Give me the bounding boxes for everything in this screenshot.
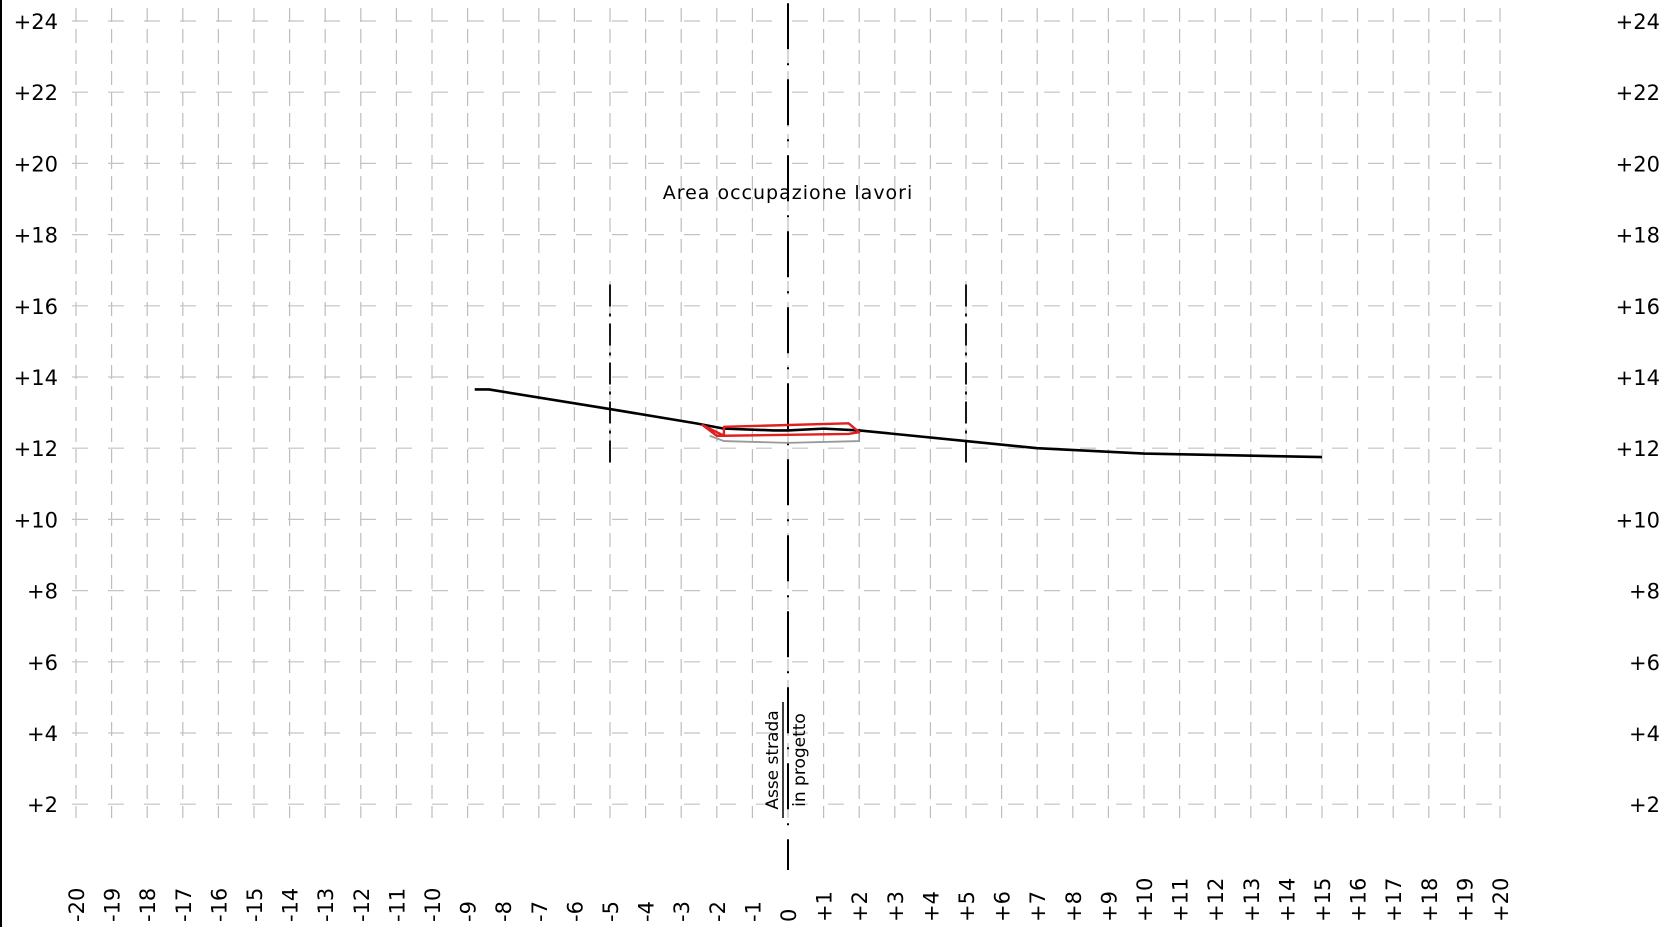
distance-label: +13 — [1240, 878, 1264, 922]
work-area-caption: Area occupazione lavori — [663, 182, 914, 204]
elevation-label: +2 — [27, 793, 58, 817]
distance-label: +3 — [884, 891, 908, 922]
elevation-label: +22 — [1616, 81, 1660, 105]
elevation-label: +10 — [1616, 508, 1660, 532]
distance-label: -16 — [207, 888, 231, 922]
distance-label: -1 — [741, 901, 765, 922]
elevation-label: +16 — [14, 295, 58, 319]
distance-label: -10 — [421, 888, 445, 922]
distance-label: -18 — [136, 888, 160, 922]
distance-label: +5 — [955, 891, 979, 922]
elevation-label: +18 — [1616, 224, 1660, 248]
distance-label: +17 — [1382, 878, 1406, 922]
distance-label: +18 — [1418, 878, 1442, 922]
distance-label: +20 — [1489, 878, 1513, 922]
distance-label: -20 — [65, 888, 89, 922]
distance-label: -8 — [492, 901, 516, 922]
distance-label: -12 — [350, 888, 374, 922]
distance-label: -9 — [457, 901, 481, 922]
distance-label: +16 — [1347, 878, 1371, 922]
distance-label: -17 — [172, 888, 196, 922]
distance-label: -19 — [101, 888, 125, 922]
elevation-label: +8 — [27, 580, 58, 604]
distance-label: -11 — [385, 888, 409, 922]
elevation-label: +18 — [14, 224, 58, 248]
terrain-profile-line — [474, 388, 1323, 459]
distance-label: -14 — [279, 888, 303, 922]
distance-label: -13 — [314, 888, 338, 922]
elevation-label: +6 — [1629, 651, 1660, 675]
distance-label: +4 — [919, 891, 943, 922]
distance-labels: -20 -19 -18 -17 -16 -15 -14 -13 -12 -11 -10 -9 -8 -7-… — [65, 878, 1513, 922]
distance-label: -15 — [243, 888, 267, 922]
road-axis-caption-line2: in progetto — [790, 713, 810, 807]
distance-label: +10 — [1133, 878, 1157, 922]
elevation-label: +12 — [14, 437, 58, 461]
elevation-label: +6 — [27, 651, 58, 675]
elevation-label: +16 — [1616, 295, 1660, 319]
elevation-label: +2 — [1629, 793, 1660, 817]
road-axis-caption-line1: Asse strada — [763, 710, 783, 809]
elevation-label: +4 — [27, 722, 58, 746]
distance-label: +2 — [848, 891, 872, 922]
distance-label: +9 — [1097, 891, 1121, 922]
distance-label: -7 — [528, 901, 552, 922]
elevation-label: +14 — [1616, 366, 1660, 390]
distance-label: +8 — [1062, 891, 1086, 922]
distance-label: -2 — [706, 901, 730, 922]
elevation-label: +14 — [14, 366, 58, 390]
distance-label: +15 — [1311, 878, 1335, 922]
elevation-label: +24 — [1616, 10, 1660, 34]
project-section-outline — [701, 422, 861, 437]
distance-label: +12 — [1204, 878, 1228, 922]
elevation-labels-right: +2 +4 +6 +8 +10 +12 +14 +16 +18 +20 +22 +24 — [1616, 10, 1660, 817]
distance-label: +6 — [991, 891, 1015, 922]
distance-label: +14 — [1275, 878, 1299, 922]
elevation-label: +20 — [1616, 152, 1660, 176]
distance-label: +1 — [813, 891, 837, 922]
elevation-label: +8 — [1629, 580, 1660, 604]
distance-label: -4 — [635, 901, 659, 922]
distance-label: +7 — [1026, 891, 1050, 922]
elevation-label: +22 — [14, 81, 58, 105]
elevation-label: +12 — [1616, 437, 1660, 461]
distance-label: +11 — [1169, 878, 1193, 922]
elevation-label: +10 — [14, 508, 58, 532]
elevation-label: +4 — [1629, 722, 1660, 746]
distance-label: -6 — [563, 901, 587, 922]
elevation-label: +20 — [14, 152, 58, 176]
grid — [0, 0, 1512, 927]
distance-label: -3 — [670, 901, 694, 922]
road-axis-caption: Asse strada in progetto — [763, 702, 810, 818]
distance-label: -5 — [599, 901, 623, 922]
elevation-labels-left: +2 +4 +6 +8 +10 +12 +14 +16 +18 +20 +22 +24 — [14, 10, 58, 817]
distance-label: 0 — [777, 909, 801, 922]
elevation-label: +24 — [14, 10, 58, 34]
distance-label: +19 — [1453, 878, 1477, 922]
section-lines — [474, 3, 1323, 870]
existing-section-line — [709, 432, 861, 444]
